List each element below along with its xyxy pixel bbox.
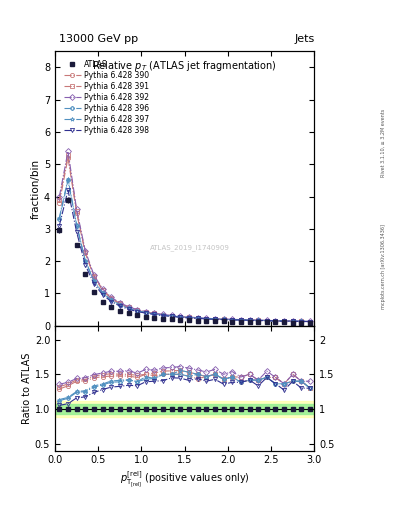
X-axis label: $p_{\rm T_{[rel]}}^{\rm [rel]}$ (positive values only): $p_{\rm T_{[rel]}}^{\rm [rel]}$ (positiv… <box>120 470 250 489</box>
Bar <box>55 400 314 417</box>
Text: ATLAS_2019_I1740909: ATLAS_2019_I1740909 <box>150 244 230 251</box>
Y-axis label: fraction/bin: fraction/bin <box>31 158 41 219</box>
Text: Relative $p_T$ (ATLAS jet fragmentation): Relative $p_T$ (ATLAS jet fragmentation) <box>92 59 277 73</box>
Text: Rivet 3.1.10, ≥ 3.2M events: Rivet 3.1.10, ≥ 3.2M events <box>381 109 386 178</box>
Text: 13000 GeV pp: 13000 GeV pp <box>59 33 138 44</box>
Text: mcplots.cern.ch [arXiv:1306.3436]: mcplots.cern.ch [arXiv:1306.3436] <box>381 224 386 309</box>
Legend: ATLAS, Pythia 6.428 390, Pythia 6.428 391, Pythia 6.428 392, Pythia 6.428 396, P: ATLAS, Pythia 6.428 390, Pythia 6.428 39… <box>61 58 152 137</box>
Bar <box>55 404 314 414</box>
Text: Jets: Jets <box>294 33 314 44</box>
Y-axis label: Ratio to ATLAS: Ratio to ATLAS <box>22 352 32 424</box>
